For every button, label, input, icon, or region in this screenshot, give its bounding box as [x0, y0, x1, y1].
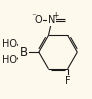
Text: ⁻: ⁻ — [32, 12, 36, 21]
Text: +: + — [52, 11, 58, 20]
Text: F: F — [65, 76, 70, 86]
Text: HO: HO — [1, 39, 16, 49]
Text: O: O — [35, 15, 42, 25]
Text: B: B — [19, 46, 28, 59]
Text: HO: HO — [1, 55, 16, 65]
Text: N: N — [48, 15, 56, 25]
